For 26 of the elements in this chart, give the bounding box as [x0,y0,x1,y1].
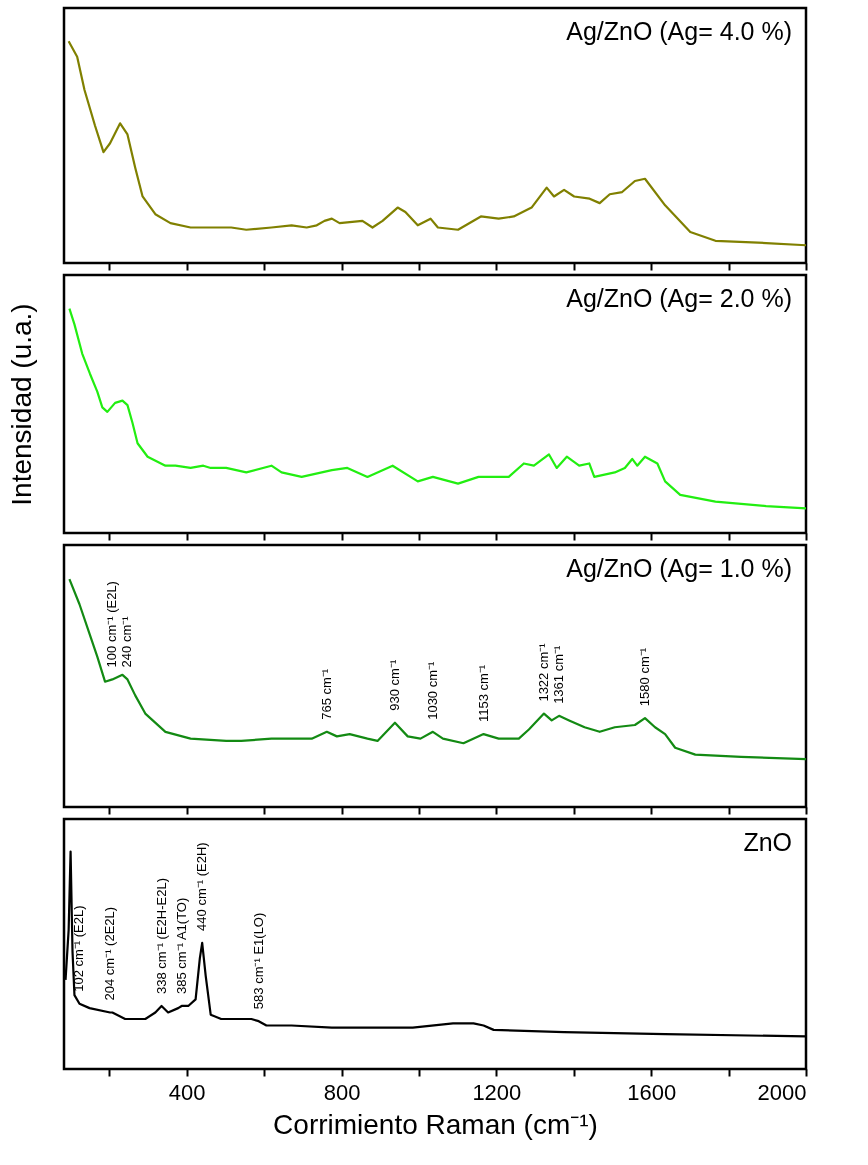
annotation: 102 cm⁻¹ (E2L) [71,905,87,992]
chart-title: Ag/ZnO (Ag= 4.0 %) [566,17,792,45]
chart-title: Ag/ZnO (Ag= 1.0 %) [566,554,792,582]
x-tick-label: 1600 [627,1079,677,1105]
annotation: 1030 cm⁻¹ [424,660,440,720]
annotation: 1153 cm⁻¹ [475,664,491,723]
annotation: 100 cm⁻¹ (E2L) [104,581,120,668]
annotation: 1580 cm⁻¹ [636,647,652,707]
chart-title: ZnO [743,828,792,856]
y-axis-title: Intensidad (u.a.) [5,303,37,506]
x-tick-label: 1200 [472,1079,522,1105]
x-tick-label: 800 [323,1079,361,1105]
annotation: 338 cm⁻¹ (E2H-E2L) [153,877,169,994]
annotation: 583 cm⁻¹ E1(LO) [250,912,266,1010]
x-tick-label: 2000 [757,1079,807,1105]
annotation: 765 cm⁻¹ [318,668,334,720]
annotation: 385 cm⁻¹ A1(TO) [173,897,189,994]
annotation: 204 cm⁻¹ (2E2L) [102,906,118,1001]
annotation: 1322 cm⁻¹ [535,642,551,702]
annotation: 930 cm⁻¹ [386,659,402,711]
x-tick-label: 400 [168,1079,206,1105]
annotation: 440 cm⁻¹ (E2H) [194,842,210,931]
x-axis-title: Corrimiento Raman (cm⁻¹) [273,1108,598,1140]
annotation: 1361 cm⁻¹ [551,645,567,704]
annotation: 240 cm⁻¹ [119,615,135,668]
chart-title: Ag/ZnO (Ag= 2.0 %) [566,284,792,312]
